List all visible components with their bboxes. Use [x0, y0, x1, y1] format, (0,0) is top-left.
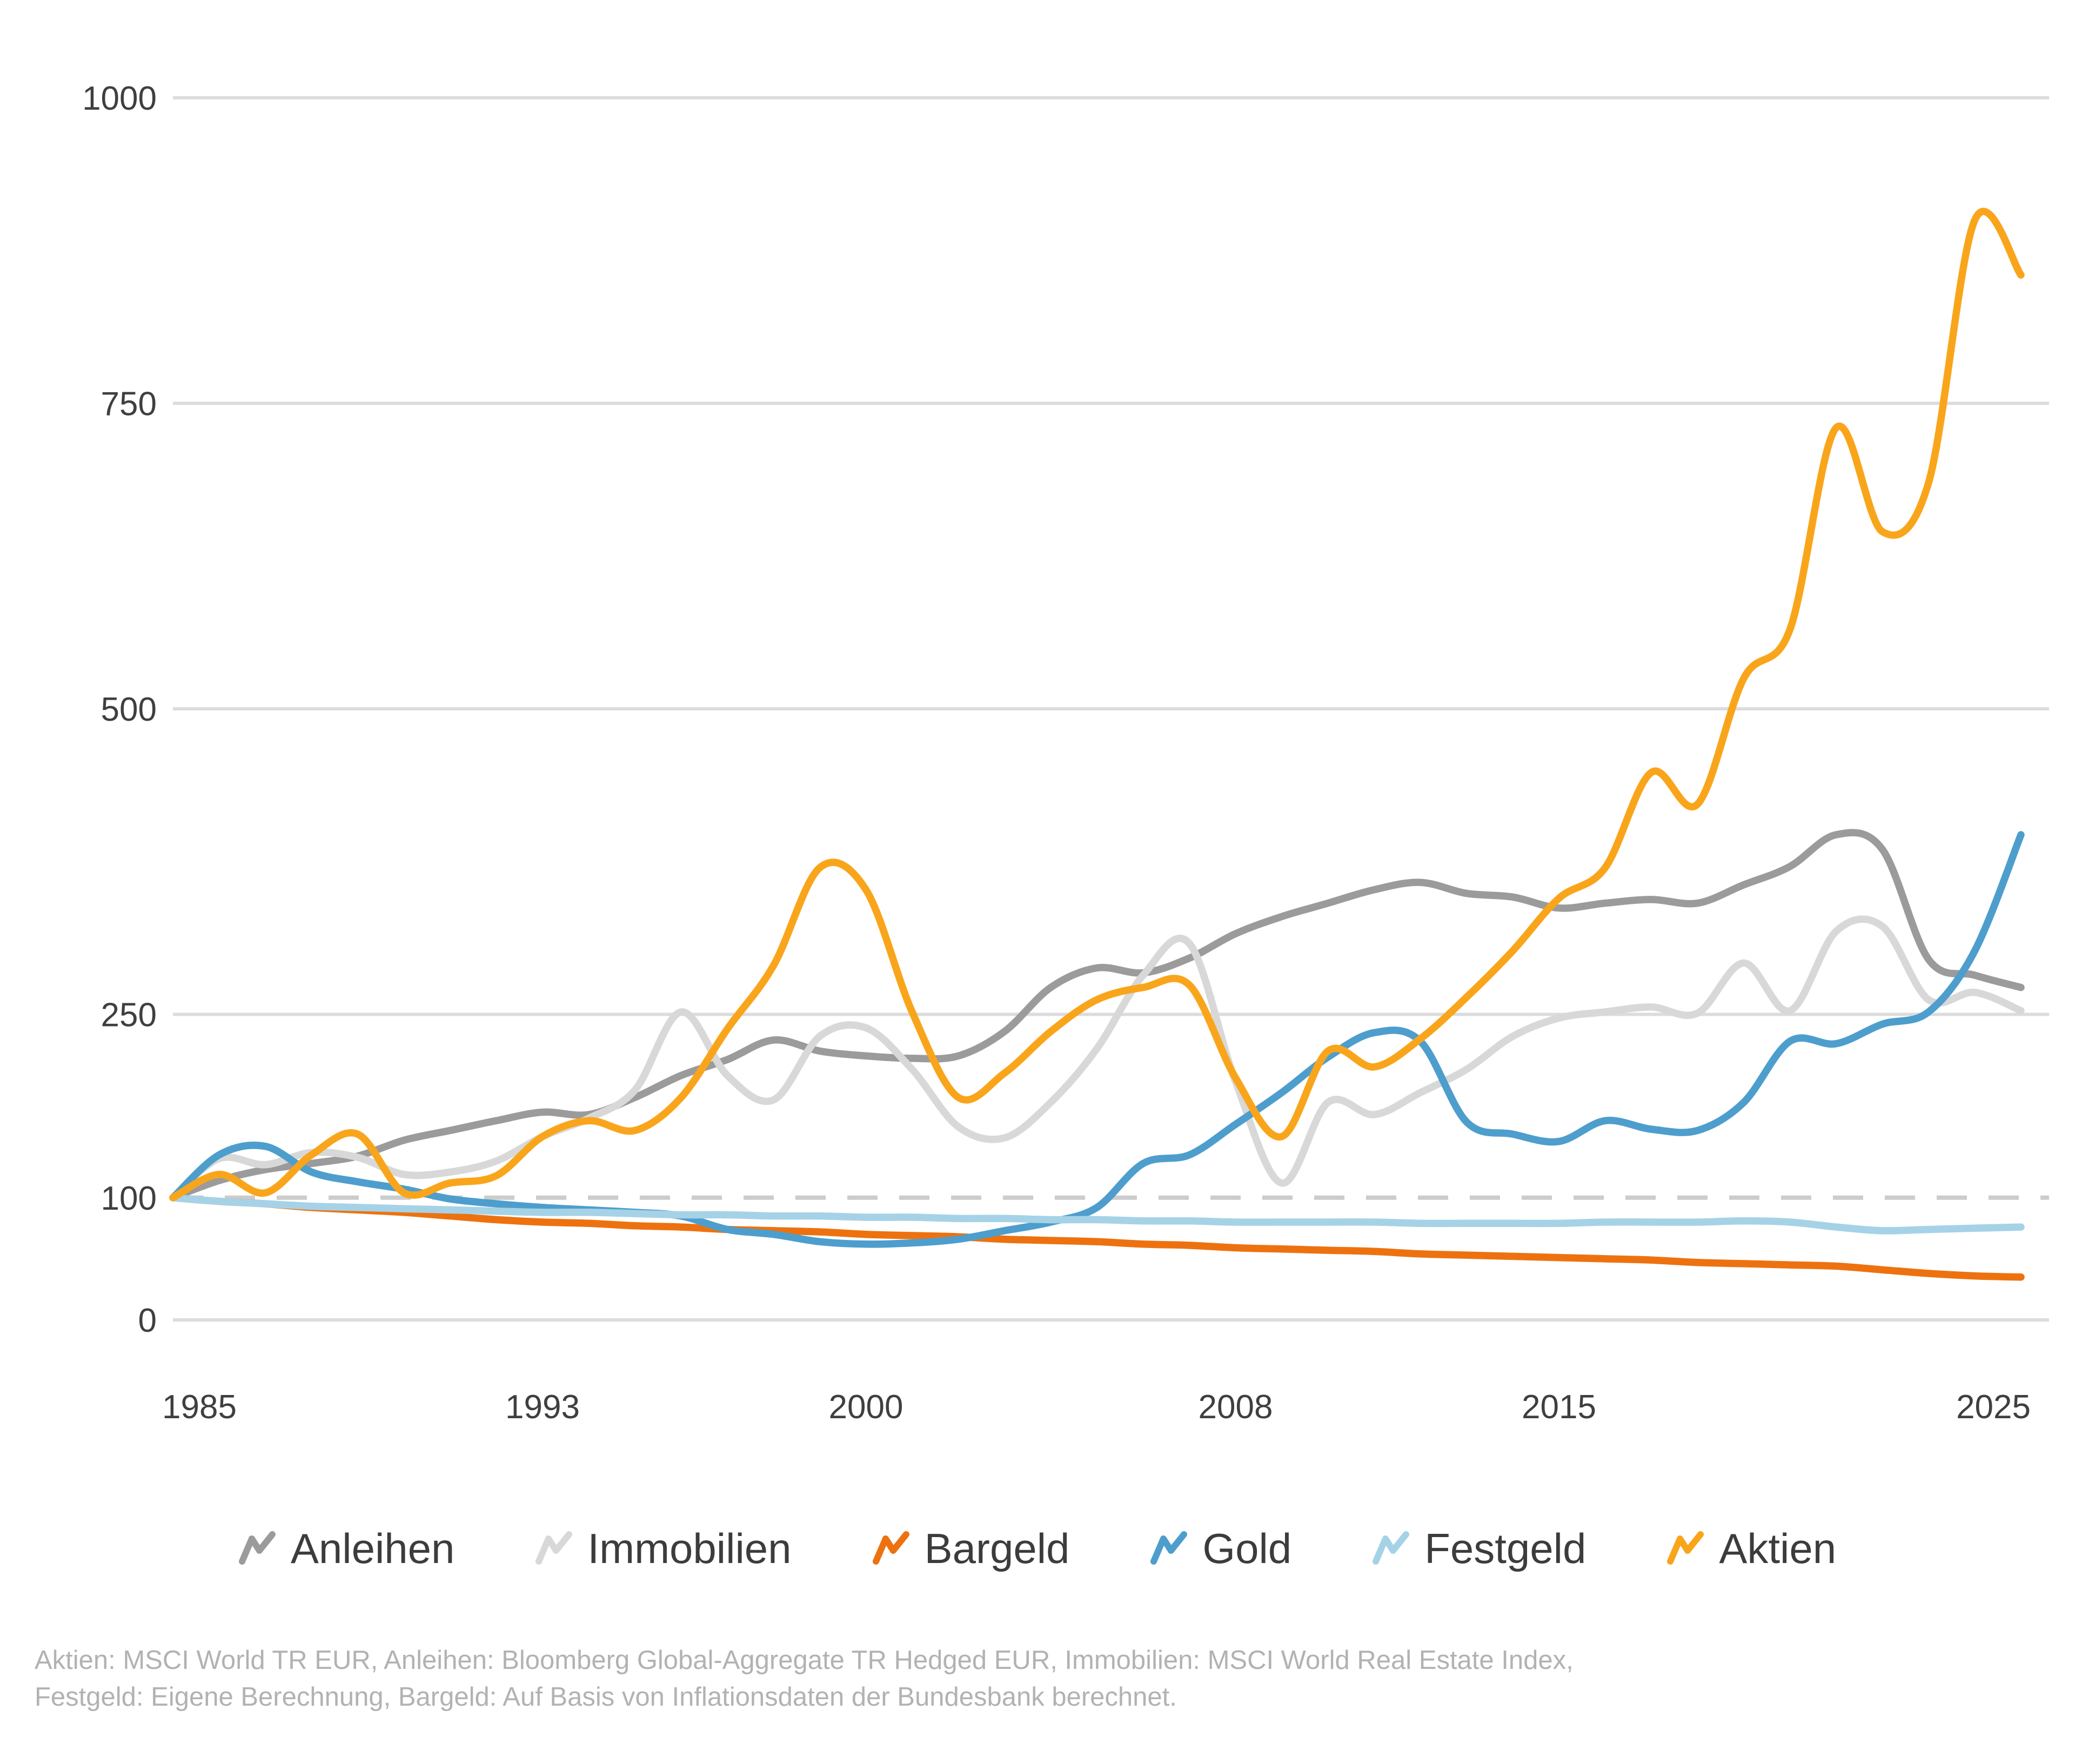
footnote-line-2: Festgeld: Eigene Berechnung, Bargeld: Au…	[35, 1682, 1177, 1712]
legend-zigzag-line-icon	[1150, 1531, 1188, 1565]
footnote-line-1: Aktien: MSCI World TR EUR, Anleihen: Blo…	[35, 1646, 1574, 1675]
legend-item-gold: Gold	[1150, 1524, 1291, 1573]
legend-item-anleihen: Anleihen	[238, 1524, 455, 1573]
legend-item-immobilien: Immobilien	[536, 1524, 792, 1573]
legend-item-bargeld: Bargeld	[872, 1524, 1070, 1573]
series-line-festgeld	[169, 1194, 2025, 1235]
legend-label-aktien: Aktien	[1719, 1524, 1837, 1572]
series-line-bargeld	[169, 1194, 2025, 1281]
x-tick-label-2025: 2025	[1956, 1389, 2031, 1426]
y-tick-label-750: 750	[101, 386, 157, 423]
legend-label-immobilien: Immobilien	[587, 1524, 792, 1572]
chart-legend: Anleihen Immobilien Bargeld Gold Festgeld Akt…	[0, 1511, 2075, 1586]
legend-zigzag-line-icon	[238, 1531, 276, 1565]
legend-item-aktien: Aktien	[1667, 1524, 1836, 1573]
y-tick-label-100: 100	[101, 1180, 157, 1217]
y-tick-label-1000: 1000	[82, 80, 157, 117]
y-tick-label-0: 0	[138, 1302, 157, 1339]
x-tick-label-2000: 2000	[829, 1389, 903, 1426]
series-line-anleihen	[169, 829, 2025, 1202]
series-line-aktien	[169, 207, 2025, 1202]
legend-label-gold: Gold	[1202, 1524, 1292, 1572]
legend-label-bargeld: Bargeld	[924, 1524, 1070, 1572]
legend-zigzag-line-icon	[1373, 1531, 1410, 1565]
x-tick-label-1993: 1993	[505, 1389, 580, 1426]
y-tick-label-250: 250	[101, 997, 157, 1034]
y-axis-labels: 0 250 500 750 1000 100	[82, 80, 157, 1339]
x-axis-labels: 1985 1993 2000 2008 2015 2025	[162, 1389, 2031, 1426]
chart-series-lines	[169, 207, 2025, 1281]
legend-zigzag-line-icon	[536, 1531, 573, 1565]
line-chart: 0 250 500 750 1000 100 1985 1993 2000 2008 2015 20…	[82, 80, 2049, 1426]
legend-zigzag-line-icon	[872, 1531, 909, 1565]
x-tick-label-1985: 1985	[162, 1389, 237, 1426]
legend-label-anleihen: Anleihen	[290, 1524, 455, 1572]
gridlines	[173, 96, 2049, 1322]
x-tick-label-2015: 2015	[1522, 1389, 1596, 1426]
series-line-immobilien	[169, 915, 2025, 1202]
legend-zigzag-line-icon	[1667, 1531, 1704, 1565]
y-tick-label-500: 500	[101, 691, 157, 728]
legend-item-festgeld: Festgeld	[1373, 1524, 1586, 1573]
series-line-gold	[169, 831, 2025, 1248]
source-footnote: Aktien: MSCI World TR EUR, Anleihen: Blo…	[35, 1642, 2045, 1715]
legend-label-festgeld: Festgeld	[1424, 1524, 1587, 1572]
x-tick-label-2008: 2008	[1199, 1389, 1273, 1426]
